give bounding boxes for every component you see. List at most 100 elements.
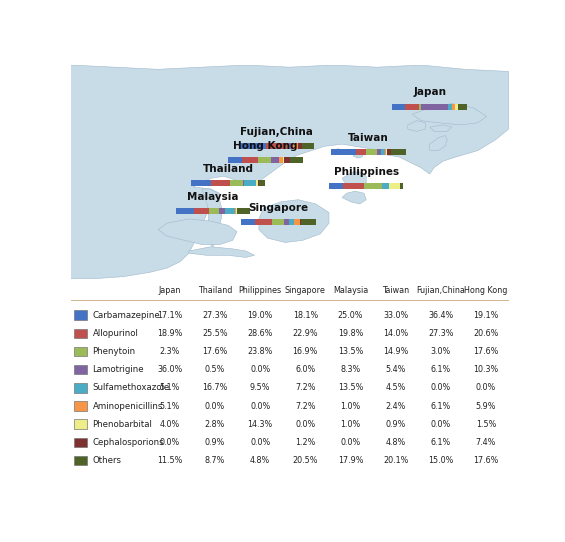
Bar [219, 209, 225, 215]
Bar [176, 209, 194, 215]
Text: 0.0%: 0.0% [250, 365, 270, 374]
Text: 17.9%: 17.9% [338, 456, 363, 465]
Bar [329, 183, 343, 189]
Bar [385, 149, 386, 154]
Bar [239, 143, 266, 149]
Bar [258, 179, 259, 185]
Text: 25.0%: 25.0% [338, 311, 363, 320]
Text: 0.0%: 0.0% [205, 402, 225, 410]
Bar [382, 183, 389, 189]
Text: 14.0%: 14.0% [383, 329, 408, 338]
Text: 2.3%: 2.3% [160, 347, 180, 356]
Text: 0.0%: 0.0% [431, 383, 451, 392]
Polygon shape [429, 136, 447, 151]
Text: 5.1%: 5.1% [160, 383, 180, 392]
Polygon shape [412, 104, 486, 125]
Text: 7.2%: 7.2% [295, 402, 315, 410]
Bar [419, 104, 421, 109]
Bar [289, 143, 293, 149]
Text: 6.0%: 6.0% [295, 365, 315, 374]
Text: Carbamazepine: Carbamazepine [93, 311, 160, 320]
Text: 17.6%: 17.6% [473, 456, 498, 465]
Bar [209, 209, 219, 215]
Bar [74, 420, 88, 429]
Polygon shape [429, 125, 451, 131]
Text: 36.0%: 36.0% [157, 365, 182, 374]
Text: 16.9%: 16.9% [293, 347, 318, 356]
Bar [390, 149, 406, 154]
Text: 4.5%: 4.5% [385, 383, 406, 392]
Text: Aminopenicillins: Aminopenicillins [93, 402, 163, 410]
Bar [241, 218, 255, 224]
Bar [225, 209, 236, 215]
Text: Malaysia: Malaysia [187, 192, 238, 203]
Bar [381, 149, 385, 154]
Bar [283, 157, 284, 163]
Bar [331, 149, 356, 154]
Text: 4.8%: 4.8% [250, 456, 270, 465]
Bar [356, 149, 366, 154]
Text: 0.0%: 0.0% [250, 402, 270, 410]
Text: 0.0%: 0.0% [250, 438, 270, 447]
Bar [258, 157, 271, 163]
Text: 6.1%: 6.1% [431, 365, 451, 374]
Bar [279, 157, 283, 163]
Bar [231, 179, 244, 185]
Text: Fujian,China: Fujian,China [240, 127, 313, 137]
Text: 0.0%: 0.0% [160, 438, 180, 447]
Text: 0.9%: 0.9% [385, 420, 406, 429]
Bar [74, 401, 88, 411]
Text: 14.9%: 14.9% [383, 347, 408, 356]
Text: Hong Kong: Hong Kong [464, 286, 507, 295]
Bar [421, 104, 448, 109]
Bar [299, 218, 301, 224]
Text: 25.5%: 25.5% [202, 329, 228, 338]
Text: 27.3%: 27.3% [428, 329, 454, 338]
Text: 13.5%: 13.5% [338, 383, 363, 392]
Text: Taiwan: Taiwan [382, 286, 409, 295]
Bar [74, 328, 88, 338]
Polygon shape [158, 219, 237, 244]
Bar [259, 179, 266, 185]
Text: Japan: Japan [159, 286, 181, 295]
Bar [74, 383, 88, 392]
Text: 2.4%: 2.4% [385, 402, 406, 410]
Text: Lamotrigine: Lamotrigine [93, 365, 144, 374]
Bar [366, 149, 377, 154]
Bar [343, 183, 364, 189]
Text: 0.0%: 0.0% [340, 438, 360, 447]
Bar [301, 218, 316, 224]
Text: 5.1%: 5.1% [160, 402, 180, 410]
Text: Philippines: Philippines [238, 286, 282, 295]
Text: 3.0%: 3.0% [431, 347, 451, 356]
Bar [285, 218, 289, 224]
Text: 0.0%: 0.0% [431, 420, 451, 429]
Text: 17.1%: 17.1% [157, 311, 182, 320]
Bar [294, 218, 299, 224]
Text: 1.2%: 1.2% [295, 438, 315, 447]
Text: Allopurinol: Allopurinol [93, 329, 138, 338]
Text: Taiwan: Taiwan [348, 133, 389, 143]
Text: 17.6%: 17.6% [202, 347, 228, 356]
Polygon shape [353, 151, 364, 158]
Text: 1.0%: 1.0% [340, 420, 360, 429]
Polygon shape [259, 199, 329, 242]
Text: Phenobarbital: Phenobarbital [93, 420, 153, 429]
Text: 19.8%: 19.8% [338, 329, 363, 338]
Text: 23.8%: 23.8% [247, 347, 273, 356]
Text: 1.5%: 1.5% [476, 420, 496, 429]
Text: 6.1%: 6.1% [431, 438, 451, 447]
Text: Fujian,China: Fujian,China [416, 286, 465, 295]
Text: Hong Kong: Hong Kong [233, 140, 298, 151]
Text: 6.1%: 6.1% [431, 402, 451, 410]
Bar [74, 456, 88, 465]
Text: 19.1%: 19.1% [473, 311, 498, 320]
Text: 33.0%: 33.0% [383, 311, 408, 320]
Bar [211, 179, 231, 185]
Polygon shape [202, 189, 221, 247]
Text: 22.9%: 22.9% [293, 329, 318, 338]
Text: 13.5%: 13.5% [338, 347, 363, 356]
Text: 15.0%: 15.0% [428, 456, 454, 465]
Text: 20.5%: 20.5% [293, 456, 318, 465]
Polygon shape [189, 247, 254, 257]
